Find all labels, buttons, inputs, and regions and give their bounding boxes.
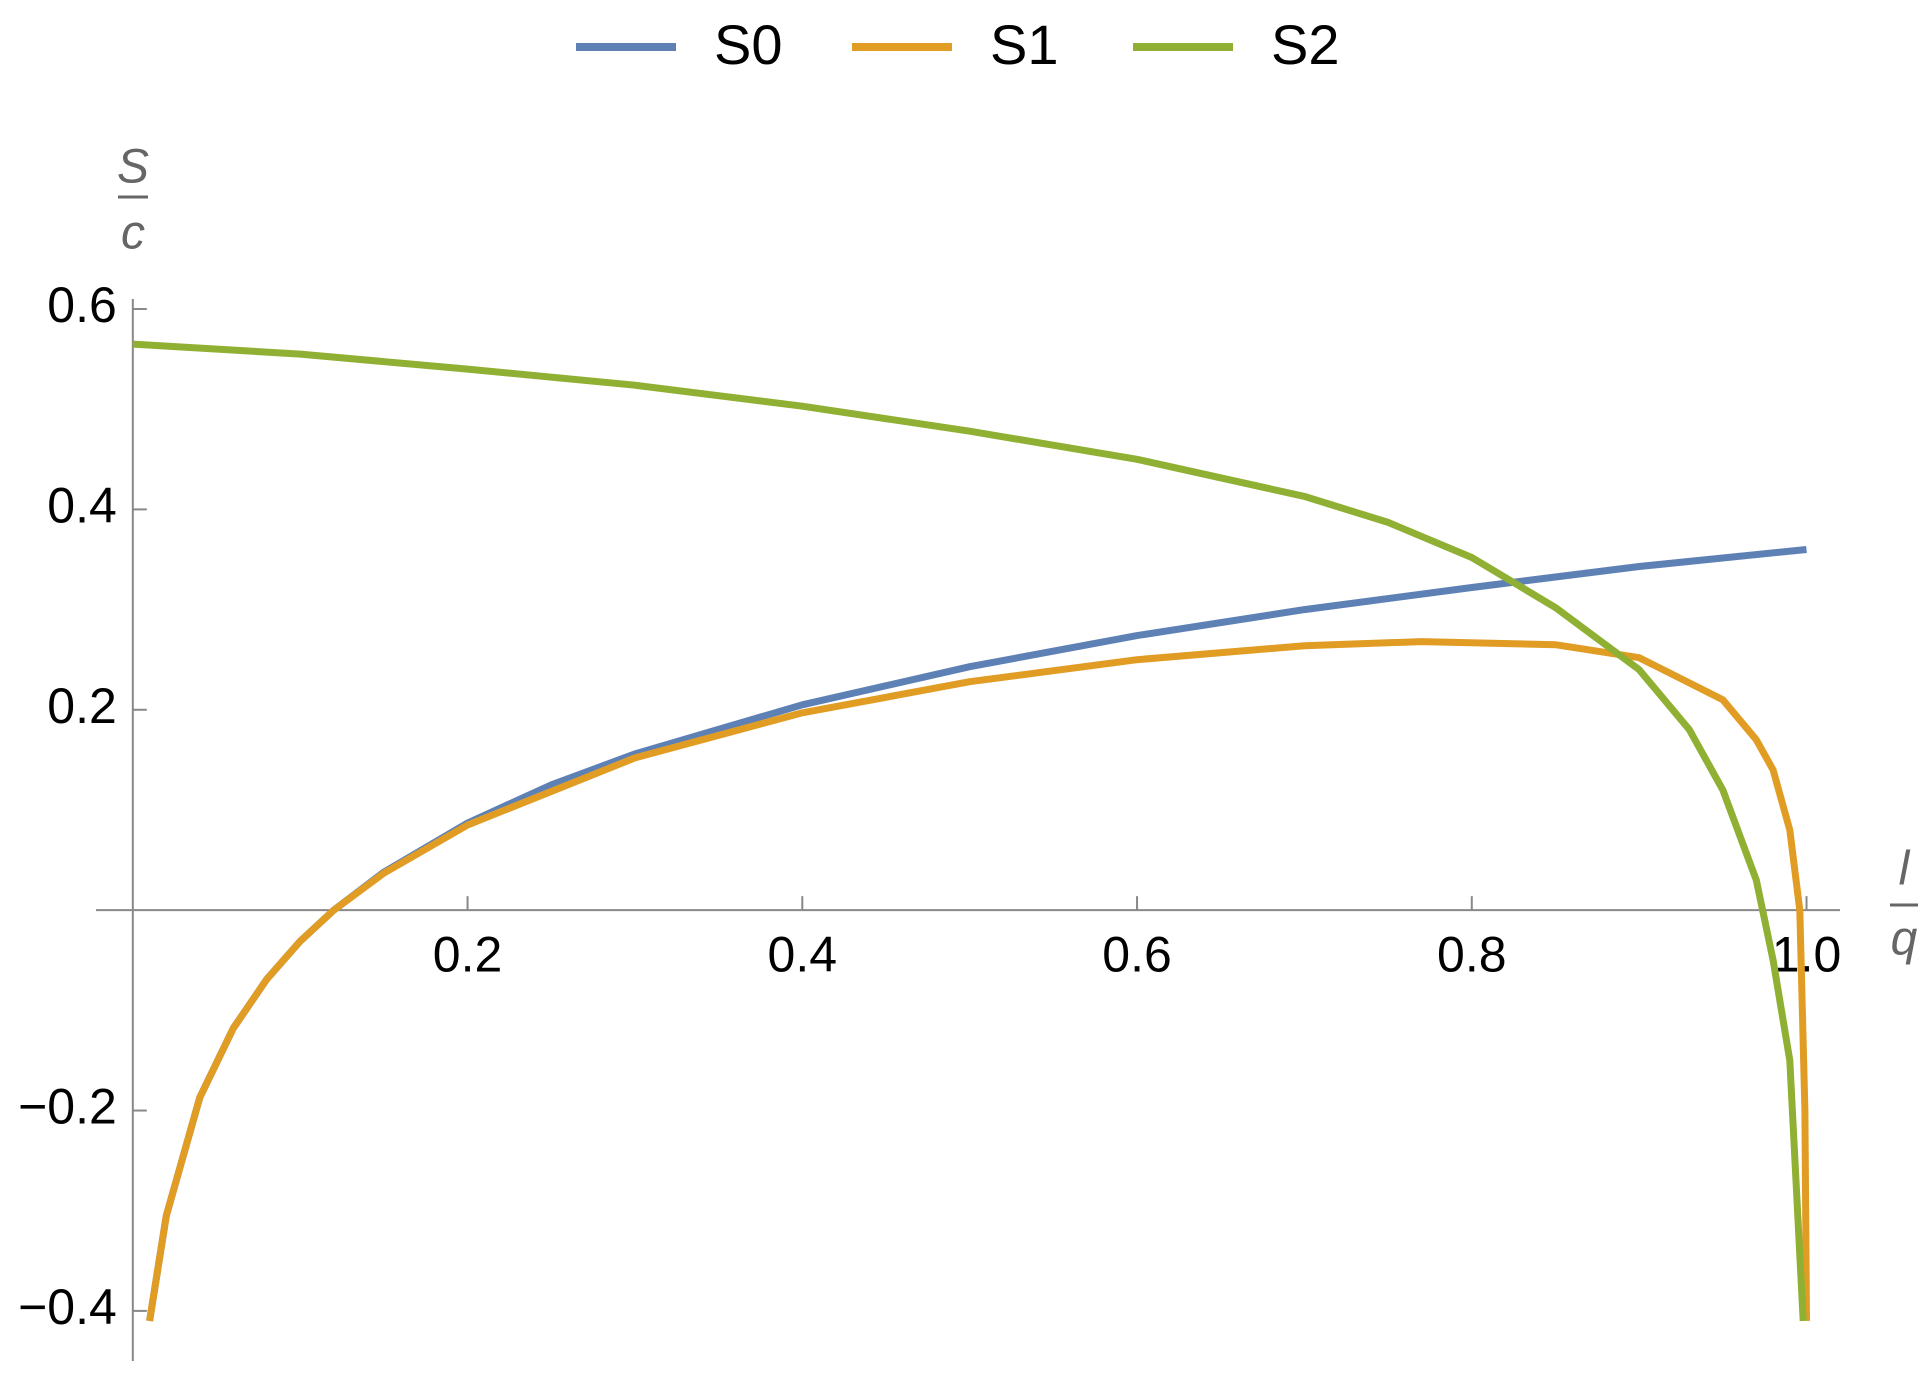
x-label-numerator: l: [1899, 843, 1911, 896]
legend-label: S1: [990, 13, 1059, 76]
x-tick-label: 0.2: [433, 926, 503, 982]
x-label-denominator: q: [1891, 913, 1918, 966]
x-tick-label: 1.0: [1772, 926, 1842, 982]
series-line: [146, 638, 1810, 1322]
legend-label: S0: [714, 13, 783, 76]
y-label-numerator: S: [117, 141, 149, 194]
y-tick-label: −0.4: [18, 1279, 117, 1335]
y-tick-label: 0.4: [47, 478, 117, 534]
series-line: [132, 340, 1807, 1322]
y-tick-label: 0.2: [47, 678, 117, 734]
y-label-denominator: c: [121, 207, 145, 260]
series-line: [146, 546, 1807, 1322]
x-tick-label: 0.8: [1437, 926, 1507, 982]
x-tick-label: 0.6: [1102, 926, 1172, 982]
y-tick-label: −0.2: [18, 1079, 117, 1135]
y-tick-label: 0.6: [47, 277, 117, 333]
legend-label: S2: [1271, 13, 1340, 76]
x-tick-label: 0.4: [768, 926, 838, 982]
